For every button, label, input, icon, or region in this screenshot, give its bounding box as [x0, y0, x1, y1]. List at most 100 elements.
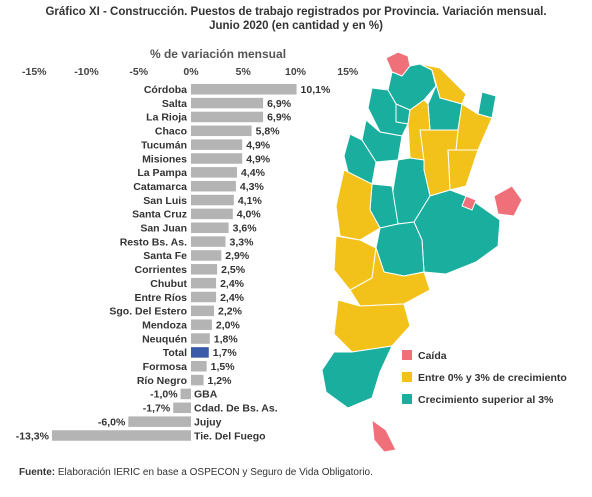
x-tick-label: 0%	[183, 66, 199, 78]
map-rio-negro	[349, 247, 431, 307]
category-label: Corrientes	[134, 264, 187, 276]
argentina-map	[321, 51, 523, 453]
x-tick-label: -10%	[74, 66, 99, 78]
category-label: Entre Ríos	[134, 292, 187, 304]
bar	[191, 277, 217, 289]
map-santa-cruz	[321, 345, 393, 409]
bar	[191, 111, 264, 123]
x-tick-label: 10%	[285, 66, 307, 78]
legend-swatch	[402, 394, 412, 404]
map-sgo-del-estero	[407, 99, 431, 161]
legend-label: Entre 0% y 3% de crecimiento	[418, 372, 567, 384]
map-tierra-del-fuego	[371, 418, 397, 453]
bar	[191, 222, 229, 233]
bar	[191, 167, 237, 178]
value-label: 4,0%	[237, 209, 262, 221]
map-la-pampa	[375, 221, 425, 277]
value-label: 4,3%	[240, 181, 265, 193]
value-label: 1,5%	[211, 361, 236, 373]
value-label: 3,3%	[229, 236, 254, 248]
value-label: 2,5%	[221, 264, 246, 276]
value-label: 2,0%	[216, 319, 241, 331]
bar	[191, 139, 243, 150]
map-misiones	[477, 91, 497, 119]
value-label: 2,4%	[220, 278, 245, 290]
bar	[191, 236, 226, 247]
x-tick-label: -15%	[22, 66, 47, 78]
bar	[128, 416, 191, 427]
legend-label: Crecimiento superior al 3%	[418, 394, 554, 406]
value-label: 3,6%	[233, 223, 258, 235]
x-tick-label: -5%	[129, 66, 148, 78]
value-label: -1,0%	[150, 389, 178, 401]
category-label: Santa Fe	[143, 250, 187, 262]
bar	[191, 194, 234, 206]
category-label: San Juan	[140, 223, 187, 235]
bar	[191, 305, 214, 317]
legend-swatch	[402, 350, 412, 360]
bar	[52, 430, 191, 441]
legend-swatch	[402, 372, 412, 382]
x-tick-labels: -15% -10% -5% 0% 5% 10% 15%	[22, 66, 359, 78]
category-label: Chaco	[155, 126, 187, 138]
source-text: Elaboración IERIC en base a OSPECON y Se…	[57, 467, 373, 478]
value-label: 2,9%	[225, 250, 250, 262]
category-label: Santa Cruz	[132, 209, 187, 221]
map-legend: Caída Entre 0% y 3% de crecimiento Crecimi…	[402, 350, 567, 406]
category-label: Catamarca	[133, 181, 187, 193]
category-label: Misiones	[142, 153, 187, 165]
axis-title: % de variación mensual	[150, 47, 286, 61]
value-label: 1,8%	[214, 333, 239, 345]
category-label: Resto Bs. As.	[120, 236, 187, 248]
category-label: Mendoza	[142, 319, 187, 331]
category-label: Total	[163, 347, 187, 359]
map-gba	[461, 195, 477, 211]
legend-label: Caída	[418, 350, 447, 362]
value-label: 4,9%	[246, 139, 271, 151]
bar	[191, 264, 218, 275]
value-label: 6,9%	[267, 112, 292, 124]
value-label: 10,1%	[301, 84, 331, 96]
value-label: 4,1%	[238, 195, 263, 207]
value-label: 1,2%	[208, 375, 233, 387]
bar	[191, 84, 297, 95]
source-note: Fuente: Elaboración IERIC en base a OSPE…	[19, 467, 373, 478]
bar	[180, 388, 191, 400]
category-label: Neuquén	[142, 333, 187, 345]
bar	[191, 374, 204, 386]
bar	[191, 333, 210, 344]
source-label: Fuente:	[19, 467, 56, 478]
map-malvinas	[493, 185, 523, 217]
category-label: Tucumán	[141, 139, 187, 151]
category-label: Sgo. Del Estero	[109, 306, 187, 318]
value-label: -6,0%	[98, 416, 126, 428]
bar	[191, 208, 233, 220]
map-entre-rios	[447, 149, 479, 191]
category-label: Chubut	[150, 278, 187, 290]
category-label: Córdoba	[144, 84, 187, 96]
category-label: La Pampa	[137, 167, 187, 179]
chart-area: % de variación mensual -15% -10% -5% 0% 5% 10…	[16, 47, 567, 453]
category-label: Cdad. De Bs. As.	[194, 403, 278, 415]
value-label: -13,3%	[16, 430, 50, 442]
x-tick-label: 15%	[337, 66, 359, 78]
category-label: Jujuy	[194, 416, 222, 428]
bar-series: Córdoba 10,1% Salta 6,9% La Rioja 6,9% Chaco 5,…	[16, 84, 331, 442]
value-label: 5,8%	[256, 126, 281, 138]
bar	[191, 125, 252, 137]
category-label: GBA	[194, 389, 218, 401]
bar	[191, 153, 243, 164]
bar	[191, 250, 222, 261]
value-label: 6,9%	[267, 98, 292, 110]
bar	[191, 347, 209, 358]
bar	[191, 97, 264, 109]
value-label: -1,7%	[143, 403, 171, 415]
value-label: 4,9%	[246, 153, 271, 165]
bar	[191, 319, 212, 330]
category-label: Tie. Del Fuego	[194, 430, 266, 442]
bar	[173, 402, 191, 414]
map-chubut	[333, 299, 411, 353]
category-label: Salta	[162, 98, 187, 110]
bar	[191, 361, 207, 372]
category-label: La Rioja	[146, 112, 187, 124]
